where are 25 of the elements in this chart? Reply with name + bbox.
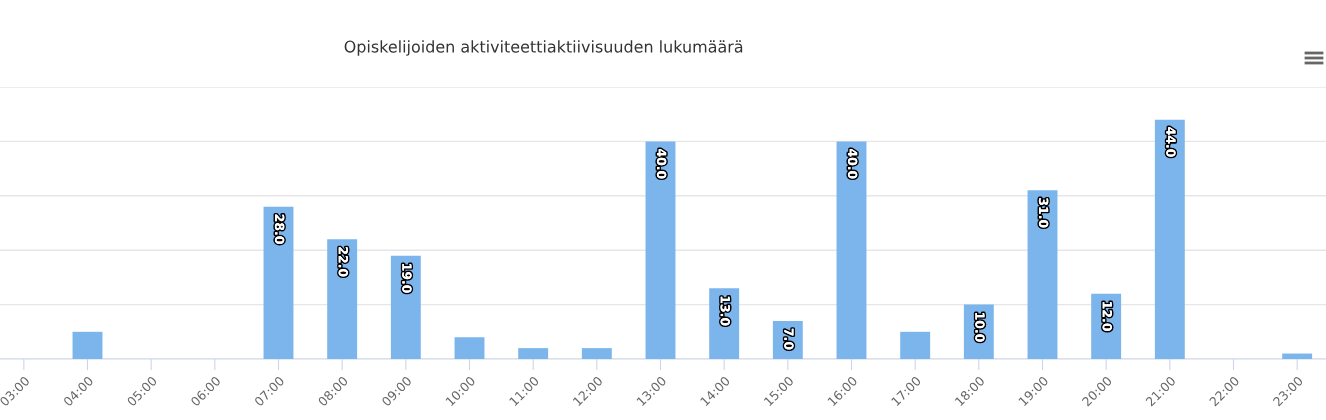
bar [454, 337, 485, 359]
bar [900, 331, 931, 359]
data-label: 19.0 [402, 263, 412, 293]
data-label: 31.0 [1038, 198, 1049, 228]
data-label: 12.0 [1102, 302, 1112, 331]
bar [1027, 190, 1058, 359]
bar [518, 348, 549, 359]
bar [645, 141, 676, 359]
bar [263, 206, 294, 359]
bar [1282, 353, 1313, 359]
bar [1154, 119, 1185, 359]
data-label: 40.0 [847, 148, 858, 179]
bar [327, 239, 358, 359]
chart-title: Opiskelijoiden aktiviteettiaktiivisuuden lukumäärä [344, 40, 743, 56]
bar [836, 141, 867, 359]
data-label: 13.0 [720, 296, 730, 326]
data-label: 28.0 [274, 214, 285, 244]
bar [581, 348, 612, 359]
data-label: 44.0 [1166, 127, 1176, 157]
data-label: 7.0 [784, 328, 794, 350]
data-label: 22.0 [338, 247, 348, 277]
bar [390, 255, 421, 359]
data-label: 40.0 [656, 148, 667, 179]
data-label: 10.0 [975, 312, 985, 342]
bar [72, 331, 103, 359]
